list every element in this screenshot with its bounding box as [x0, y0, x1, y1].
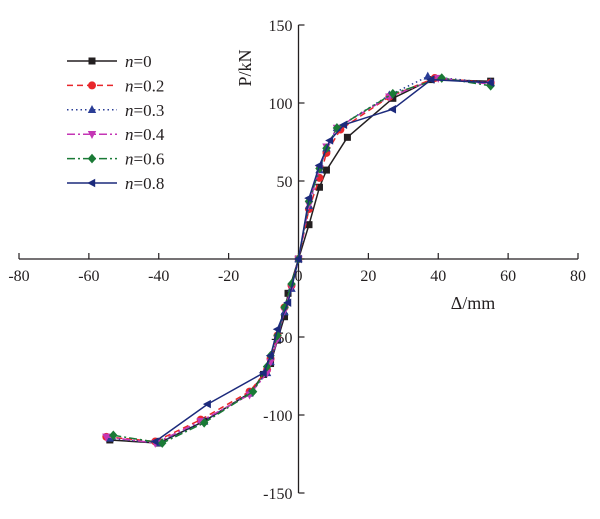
data-point: [426, 75, 435, 84]
legend-entry: n=0.2: [67, 76, 164, 95]
x-tick-label: 20: [360, 268, 376, 285]
data-point: [388, 88, 398, 99]
data-point: [343, 133, 351, 141]
data-point: [248, 386, 258, 397]
axes: -80 -60 -40 -20 0 20 40 60 80-150-100-5050100150…: [8, 18, 586, 503]
legend-label-value: =0.8: [134, 174, 165, 193]
y-tick-label: -150: [263, 486, 292, 503]
legend-label: n=0.4: [125, 125, 165, 144]
legend-entry: n=0.3: [67, 101, 164, 120]
x-tick-label: -20: [218, 268, 239, 285]
data-point: [423, 71, 432, 80]
x-tick-label: 0: [295, 268, 303, 285]
legend-entry: n=0.4: [67, 125, 165, 144]
series-line: [113, 77, 491, 444]
y-tick-label: 50: [277, 174, 293, 191]
legend-marker: [88, 81, 96, 90]
legend-label: n=0.8: [125, 174, 164, 193]
legend-entry: n=0.8: [67, 174, 164, 193]
data-point: [332, 123, 342, 133]
data-point: [202, 399, 211, 409]
data-point: [325, 136, 334, 145]
x-tick-label: 80: [570, 268, 586, 285]
x-tick-label: -80: [8, 268, 29, 285]
legend: n=0n=0.2n=0.3n=0.4n=0.6n=0.8: [67, 52, 165, 193]
data-point: [272, 325, 281, 334]
x-tick-label: -40: [148, 268, 169, 285]
legend-marker: [87, 131, 97, 139]
legend-entry: n=0.6: [67, 150, 164, 169]
legend-label-variable: n: [125, 52, 134, 71]
data-point: [293, 254, 302, 264]
data-point: [305, 221, 313, 229]
x-tick-label: 60: [500, 268, 516, 285]
y-axis-label: P/kN: [235, 49, 255, 86]
data-point: [158, 438, 167, 448]
legend-label-variable: n: [125, 174, 134, 193]
series-n=0.8: [150, 75, 494, 446]
x-tick-label: -60: [78, 268, 99, 285]
legend-label-value: =0.2: [134, 76, 165, 95]
data-point: [258, 368, 267, 378]
legend-label-value: =0: [134, 52, 152, 71]
y-tick-label: 100: [269, 96, 293, 113]
legend-label-variable: n: [125, 76, 134, 95]
legend-label: n=0.3: [125, 101, 164, 120]
series-line: [154, 78, 491, 443]
data-point: [322, 166, 330, 174]
legend-label-variable: n: [125, 150, 134, 169]
legend-label: n=0: [125, 52, 152, 71]
legend-marker: [87, 105, 97, 113]
x-tick-label: 40: [430, 268, 446, 285]
legend-entry: n=0: [67, 52, 152, 71]
data-point: [314, 161, 323, 170]
x-axis-label: Δ/mm: [451, 293, 496, 313]
legend-label-value: =0.4: [134, 125, 165, 144]
legend-label-value: =0.6: [134, 150, 165, 169]
data-point: [388, 105, 397, 114]
legend-label: n=0.6: [125, 150, 164, 169]
data-point: [315, 183, 323, 191]
data-point: [150, 437, 159, 446]
legend-label-variable: n: [125, 101, 134, 120]
y-tick-label: -100: [263, 408, 292, 425]
legend-marker: [87, 153, 97, 164]
data-point: [304, 193, 313, 203]
legend-label: n=0.2: [125, 76, 164, 95]
data-point: [485, 78, 494, 87]
legend-marker: [88, 57, 96, 65]
data-point: [199, 418, 209, 428]
legend-label-variable: n: [125, 125, 134, 144]
data-point: [102, 433, 111, 442]
data-point: [109, 430, 118, 441]
data-point: [281, 313, 289, 321]
legend-label-value: =0.3: [134, 101, 165, 120]
y-tick-label: 150: [269, 18, 293, 35]
legend-marker: [87, 178, 96, 188]
series-layer: [102, 71, 495, 448]
data-point: [339, 120, 348, 130]
data-point: [283, 298, 292, 307]
data-point: [265, 351, 274, 360]
